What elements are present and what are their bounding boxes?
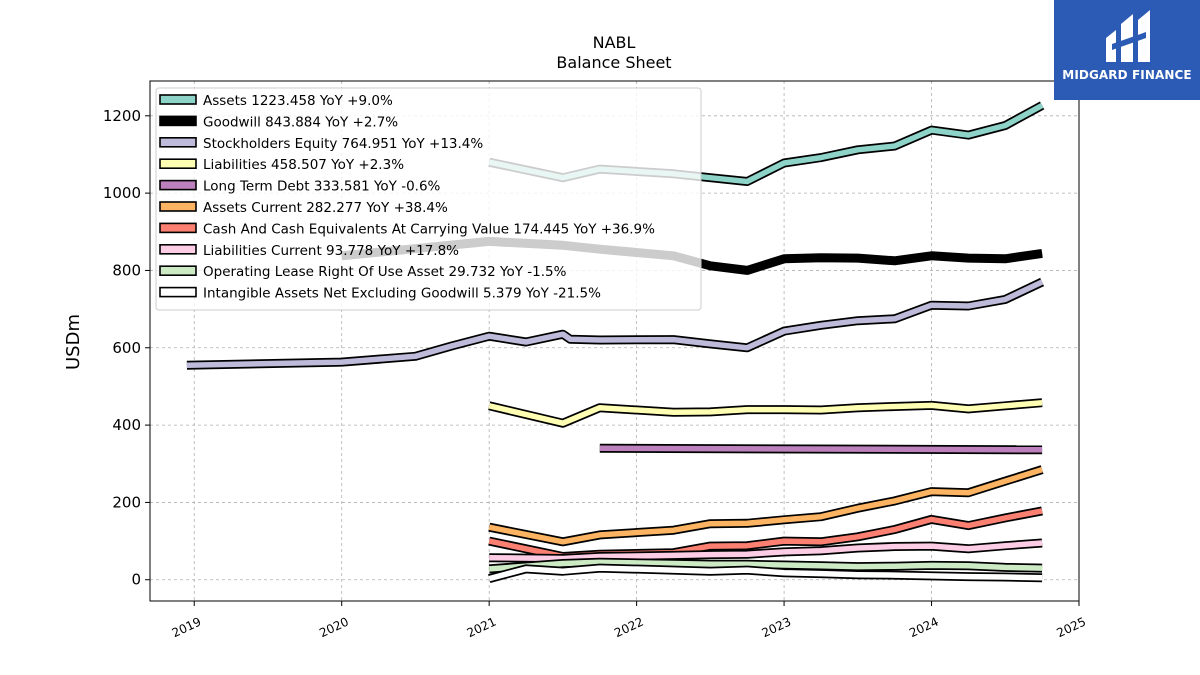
y-tick-label: 400 [112, 416, 141, 434]
legend-box [155, 87, 702, 311]
legend: Assets 1223.458 YoY +9.0% Goodwill 843.88… [155, 87, 702, 311]
legend-label: Cash And Cash Equivalents At Carrying Va… [203, 221, 655, 237]
legend-swatch [159, 94, 197, 105]
legend-swatch [159, 201, 197, 212]
y-tick-label: 1000 [103, 184, 141, 202]
x-tick-label: 2021 [465, 615, 499, 641]
legend-swatch [159, 244, 197, 255]
legend-label: Intangible Assets Net Excluding Goodwill… [203, 286, 601, 302]
legend-label: Liabilities 458.507 YoY +2.3% [203, 157, 404, 173]
legend-label: Assets Current 282.277 YoY +38.4% [203, 200, 448, 216]
legend-label: Liabilities Current 93.778 YoY +17.8% [203, 243, 459, 259]
series-line-10 [488, 563, 1043, 583]
series-line-9 [488, 557, 1043, 574]
x-tick-label: 2019 [170, 615, 204, 641]
legend-swatch [159, 286, 197, 298]
series-line-3 [186, 277, 1045, 370]
legend-swatch [159, 137, 197, 148]
legend-swatch [159, 158, 197, 169]
plot-frame [149, 80, 1080, 602]
x-tick-label: 2024 [907, 615, 941, 641]
y-tick-label: 600 [112, 339, 141, 357]
chart-title: NABL [593, 33, 636, 52]
x-tick-label: 2023 [760, 615, 794, 641]
y-tick-label: 0 [131, 571, 141, 589]
midgard-finance-logo: MIDGARD FINANCE [1054, 0, 1200, 100]
y-axis-label: USDm [63, 314, 84, 370]
series-line-6 [488, 465, 1044, 547]
y-tick-label: 800 [112, 261, 141, 279]
y-tick-label: 1200 [103, 107, 141, 125]
legend-swatch [159, 222, 197, 234]
logo-brand-text: MIDGARD FINANCE [1062, 68, 1192, 82]
y-tick-label: 200 [112, 493, 141, 511]
x-tick-label: 2022 [612, 615, 646, 641]
series-line-5 [599, 443, 1043, 455]
legend-label: Stockholders Equity 764.951 YoY +13.4% [203, 136, 483, 152]
series-line-4 [488, 398, 1043, 428]
legend-label: Long Term Debt 333.581 YoY -0.6% [203, 179, 441, 195]
legend-swatch [159, 115, 197, 127]
legend-swatch [159, 179, 197, 191]
legend-label: Operating Lease Right Of Use Asset 29.73… [203, 264, 567, 280]
legend-label: Goodwill 843.884 YoY +2.7% [203, 114, 398, 130]
legend-label: Assets 1223.458 YoY +9.0% [203, 93, 393, 109]
series-line-8 [489, 538, 1043, 563]
x-tick-label: 2020 [317, 615, 351, 641]
legend-swatch [159, 265, 197, 277]
x-tick-label: 2025 [1055, 615, 1089, 641]
chart-subtitle: Balance Sheet [556, 53, 671, 72]
logo-mark-icon [1106, 10, 1150, 62]
